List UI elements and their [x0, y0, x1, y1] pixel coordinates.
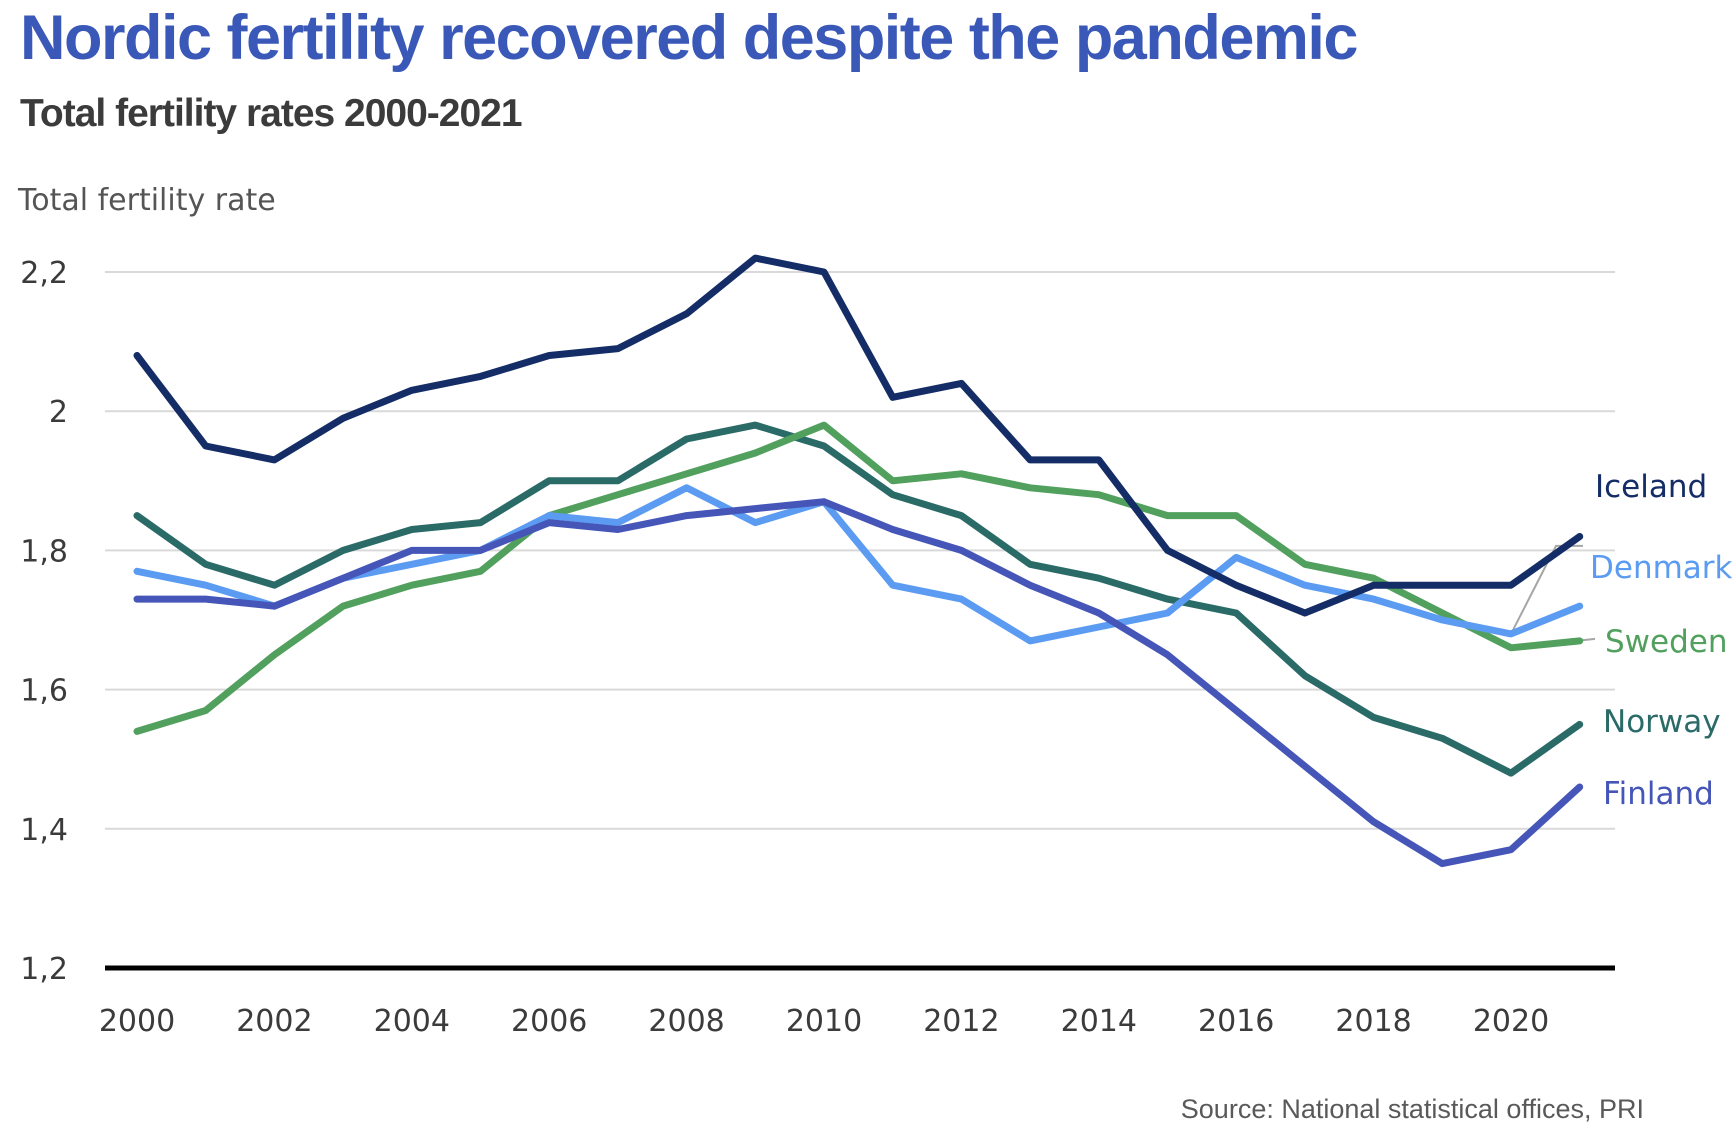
x-tick-label: 2008	[648, 1004, 724, 1039]
chart-subtitle: Total fertility rates 2000-2021	[20, 92, 523, 135]
series-line-sweden	[133, 421, 1584, 735]
series-label-sweden: Sweden	[1605, 624, 1728, 660]
y-tick-label: 1,4	[20, 813, 68, 848]
source-note: Source: National statistical offices, PR…	[1180, 1094, 1644, 1124]
series-labels: Norway Sweden Denmark Finland Iceland	[1590, 469, 1732, 812]
y-tick-label: 2	[49, 395, 68, 430]
series-label-denmark: Denmark	[1590, 550, 1732, 586]
series-line-denmark	[133, 484, 1584, 645]
x-tick-label: 2012	[923, 1004, 999, 1039]
y-axis-label: Total fertility rate	[17, 183, 276, 218]
x-tick-label: 2002	[236, 1004, 312, 1039]
x-tick-label: 2014	[1061, 1004, 1137, 1039]
x-axis-ticks: 2000 2002 2004 2006 2008 2010 2012 2014 2016 2018…	[99, 1004, 1549, 1039]
y-axis-ticks: 1,2 1,4 1,6 1,8 2 2,2	[20, 256, 68, 987]
x-tick-label: 2000	[99, 1004, 175, 1039]
series-label-norway: Norway	[1603, 704, 1721, 740]
series-line-norway	[133, 421, 1584, 777]
series-lines	[133, 254, 1584, 868]
y-tick-label: 2,2	[20, 256, 68, 291]
x-tick-label: 2016	[1198, 1004, 1274, 1039]
y-tick-label: 1,6	[20, 674, 68, 709]
gridlines	[105, 271, 1615, 971]
series-line-iceland	[133, 254, 1584, 617]
series-label-finland: Finland	[1603, 776, 1714, 812]
x-tick-label: 2018	[1335, 1004, 1411, 1039]
x-tick-label: 2006	[511, 1004, 587, 1039]
denmark-leader-line	[1510, 544, 1583, 635]
chart-title: Nordic fertility recovered despite the p…	[20, 3, 1358, 73]
x-tick-label: 2010	[786, 1004, 862, 1039]
series-label-iceland: Iceland	[1595, 469, 1707, 505]
y-tick-label: 1,8	[20, 534, 68, 569]
x-tick-label: 2004	[374, 1004, 450, 1039]
x-tick-label: 2020	[1473, 1004, 1549, 1039]
series-line-finland	[133, 498, 1584, 868]
y-tick-label: 1,2	[20, 952, 68, 987]
